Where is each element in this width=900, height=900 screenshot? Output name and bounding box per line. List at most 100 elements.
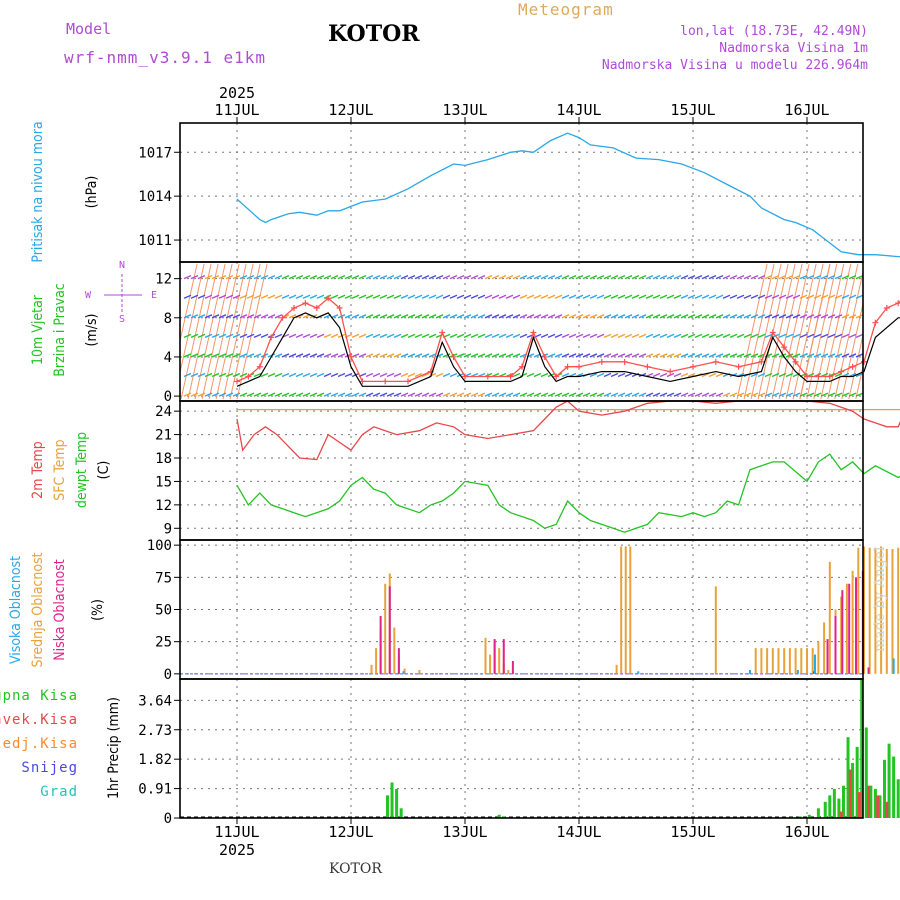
wind-barb [393, 333, 402, 339]
wind-barb [855, 314, 863, 319]
wind-hatch [750, 263, 782, 400]
wind-barb [295, 294, 304, 299]
wind-barb [337, 353, 346, 358]
wind-barb [666, 294, 675, 299]
wind-barb [400, 314, 409, 319]
y-tick-label: 1.82 [138, 752, 172, 768]
wind-hatch [877, 264, 900, 399]
wind-barb [400, 274, 409, 280]
cloud-bar [845, 583, 848, 674]
temp-unit-label: (C) [96, 461, 112, 480]
wind-gust-marker [484, 373, 491, 380]
compass-e: E [151, 290, 157, 301]
cloud-bar [892, 658, 895, 674]
wind-barb [554, 294, 563, 299]
precip-bar [864, 727, 868, 818]
temp-2m-axis-label: 2m Temp [30, 441, 46, 499]
wind-barb [484, 294, 493, 299]
wind-hatch [236, 263, 268, 400]
pressure-unit-label: (hPa) [84, 176, 100, 209]
wind-barb [372, 314, 381, 319]
wind-barb [414, 294, 423, 299]
wind-barb [778, 294, 787, 299]
wind-barb [554, 314, 563, 319]
wind-barb [589, 294, 598, 299]
wind-barb [449, 274, 458, 280]
wind-barb [204, 392, 213, 397]
wind-barb [288, 372, 297, 378]
wind-barb [673, 274, 682, 280]
wind-gust-marker [530, 329, 537, 336]
wind-barb [855, 294, 863, 299]
wind-barb [708, 333, 717, 339]
wind-barb [246, 314, 255, 319]
clouds-grid: 0 25 50 75 100 [147, 538, 863, 683]
wind-barb [617, 294, 626, 299]
wind-barb [554, 333, 563, 339]
wind-gust-marker [519, 363, 525, 370]
wind-barb [701, 392, 710, 397]
wind-barb [624, 294, 633, 299]
wind-barb [470, 353, 479, 358]
cloud-bar [511, 660, 514, 674]
wind-barb [414, 314, 423, 319]
wind-barb [673, 353, 682, 358]
cloud-bar [489, 654, 492, 674]
low-cloud-axis-label: Niska Oblacnost [52, 559, 68, 661]
wind-barb [323, 353, 332, 358]
wind-barb [512, 372, 521, 378]
cloud-bar [848, 583, 851, 674]
wind-barb [582, 353, 591, 358]
wind-barb [666, 372, 675, 378]
wind-barb [393, 314, 402, 319]
wind-barb [190, 372, 199, 378]
wind-gust-marker [861, 358, 867, 365]
wind-barb [274, 392, 283, 397]
wind-barb [673, 392, 682, 397]
wind-barb [260, 314, 269, 319]
wind-barb [638, 392, 647, 397]
wind-barb [827, 274, 836, 280]
wind-barb [183, 274, 192, 280]
wind-barb [190, 314, 199, 319]
wind-barb [449, 333, 458, 339]
wind-hatch [194, 263, 226, 400]
wind-barb [211, 392, 220, 397]
wind-barb [645, 294, 654, 299]
wind-barb [617, 274, 626, 280]
compass-s: S [119, 314, 125, 325]
wind-barb [792, 353, 801, 358]
wind-barb [351, 392, 360, 397]
wind-barb [225, 294, 234, 299]
wind-barb [407, 294, 416, 299]
wind-barb [715, 372, 724, 378]
wind-barb [372, 274, 381, 280]
wind-barb [239, 372, 248, 378]
wind-barb [617, 372, 626, 378]
wind-barb [820, 333, 829, 339]
wind-gust-marker [325, 295, 332, 302]
wind-barb [813, 392, 822, 397]
wind-hatch [764, 263, 796, 400]
wind-hatch [215, 263, 247, 400]
wind-barb [344, 294, 353, 299]
wind-barb [596, 294, 605, 299]
wind-barb [771, 294, 780, 299]
wind-barb [491, 314, 500, 319]
precip-unit-label: 1hr Precip (mm) [106, 697, 122, 799]
wind-barb [757, 372, 766, 378]
wind-barb [687, 274, 696, 280]
wind-gust-marker [667, 368, 674, 375]
wind-barb [379, 314, 388, 319]
wind-barb [204, 314, 213, 319]
wind-barb [834, 392, 843, 397]
wind-barb [491, 392, 500, 397]
wind-barb [260, 333, 269, 339]
wind-barb [561, 274, 570, 280]
wind-barb [561, 314, 570, 319]
cloud-bar [840, 596, 843, 674]
wind-barb [246, 353, 255, 358]
wind-barb [365, 353, 374, 358]
wind-hatch [736, 263, 768, 400]
wind-barb [652, 392, 661, 397]
